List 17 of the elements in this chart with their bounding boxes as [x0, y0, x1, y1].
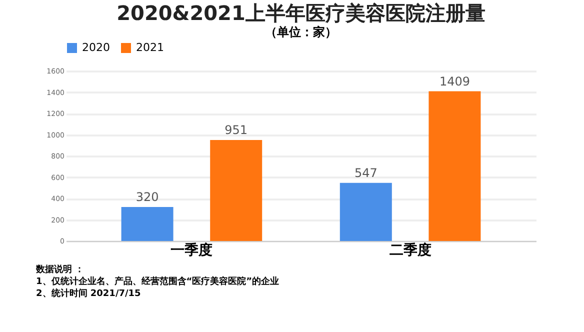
x-tick-label: 二季度: [389, 242, 432, 258]
legend-label: 2020: [82, 41, 110, 54]
text: 2、统计时间 2021/7/15: [36, 288, 141, 299]
data-label: 320: [136, 190, 159, 204]
chart-title: 2020&2021上半年医疗美容医院注册量: [116, 1, 486, 25]
legend-label: 2021: [136, 41, 164, 54]
x-tick-label: 一季度: [170, 242, 213, 258]
chart-subtitle: （单位：家）: [265, 25, 337, 39]
bar: [121, 207, 174, 241]
bar: [340, 182, 392, 241]
data-label: 1409: [439, 74, 470, 88]
text: 1、仅统计企业名、产品、经营范围含“医疗美容医院”的企业: [36, 276, 280, 287]
data-label: 951: [224, 122, 248, 137]
bar: [428, 91, 481, 241]
text: 数据说明 ：: [35, 264, 84, 275]
data-label: 547: [354, 166, 378, 180]
bar: [210, 140, 262, 241]
